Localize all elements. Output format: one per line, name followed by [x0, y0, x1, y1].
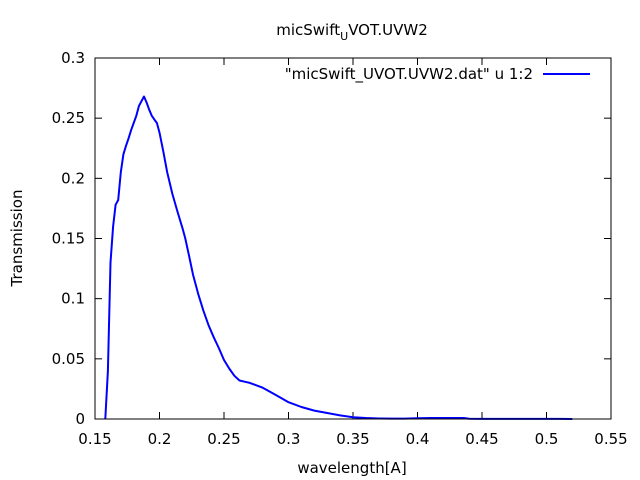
y-tick-label: 0.15: [52, 230, 85, 248]
y-tick-label: 0.3: [61, 49, 85, 67]
plot-frame: [94, 57, 612, 420]
y-tick-label: 0.2: [61, 169, 85, 187]
x-tick-label: 0.45: [465, 430, 498, 448]
chart-title: micSwiftUVOT.UVW2: [276, 21, 428, 43]
y-tick-label: 0: [75, 410, 85, 428]
legend-label: "micSwift_UVOT.UVW2.dat" u 1:2: [285, 65, 533, 84]
chart-title-subscript: U: [340, 30, 348, 43]
y-tick-label: 0.05: [52, 350, 85, 368]
x-tick-label: 0.15: [78, 430, 111, 448]
series-line: [104, 95, 573, 420]
chart-title-rest: VOT.UVW2: [348, 21, 428, 39]
x-tick-label: 0.35: [336, 430, 369, 448]
axis-tick-labels: 0.15 0.2 0.25 0.3 0.35 0.4 0.45 0.5 0.55 0 0.05 0.1…: [52, 49, 628, 448]
y-axis-label: Transmission: [8, 190, 26, 288]
y-tick-label: 0.1: [61, 290, 85, 308]
x-tick-label: 0.3: [277, 430, 301, 448]
x-axis-label: wavelength[A]: [297, 459, 406, 477]
y-tick-label: 0.25: [52, 109, 85, 127]
x-tick-label: 0.4: [406, 430, 430, 448]
plot-series: [104, 95, 573, 420]
legend: "micSwift_UVOT.UVW2.dat" u 1:2: [285, 65, 590, 84]
chart-title-main: micSwift: [276, 21, 340, 39]
x-tick-label: 0.5: [535, 430, 559, 448]
x-tick-label: 0.2: [148, 430, 172, 448]
x-tick-label: 0.25: [207, 430, 240, 448]
x-tick-label: 0.55: [594, 430, 627, 448]
